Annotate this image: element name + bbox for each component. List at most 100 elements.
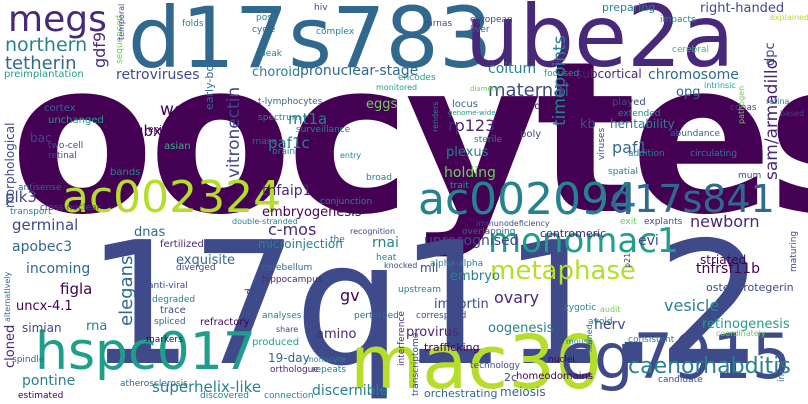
word-mll: mll xyxy=(420,261,439,275)
word-megs: megs xyxy=(8,0,107,40)
word-tnfrsf11b: tnfrsf11b xyxy=(696,261,760,277)
word-post: post xyxy=(256,13,276,23)
word-genome-wide: genome-wide xyxy=(448,109,496,117)
word-extended: extended xyxy=(618,109,661,119)
word-produced: produced xyxy=(252,337,300,348)
word-exquisite: exquisite xyxy=(176,253,236,268)
word-correspond: correspond xyxy=(416,311,467,321)
word-named: named xyxy=(585,324,594,352)
word-plexus: plexus xyxy=(446,145,489,160)
word-epidermis: epidermis xyxy=(148,125,193,135)
word-incoming: incoming xyxy=(26,261,91,277)
word-heritability: heritability xyxy=(610,117,675,131)
word-ovary: ovary xyxy=(494,288,540,307)
word-mt1a: mt1a xyxy=(288,110,328,128)
word-explained: explained xyxy=(770,13,808,22)
word-bac: bac xyxy=(30,131,52,145)
word-striated: striated xyxy=(700,253,747,267)
word-holding: holding xyxy=(444,165,496,181)
word-17q11-2: 17q11.2 xyxy=(86,206,765,404)
word-coordinately: coordinately xyxy=(716,329,766,338)
word-mum: mum xyxy=(738,171,762,181)
word-impacts: impacts xyxy=(660,15,696,25)
word-paf1: paf1 xyxy=(612,138,648,157)
word-connection: connection xyxy=(264,391,314,401)
word-estimated: estimated xyxy=(18,391,64,401)
word-the: the xyxy=(330,235,345,245)
word-degraded: degraded xyxy=(152,295,196,305)
word-caenorhabditis: caenorhabditis xyxy=(628,354,791,379)
word-european: european xyxy=(470,15,513,25)
word-consistent: consistent xyxy=(628,335,675,345)
word-encodes: encodes xyxy=(398,73,436,83)
word-atherosclerosis: atherosclerosis xyxy=(120,379,188,389)
word-monomac1: monomac1 xyxy=(488,221,679,261)
word-asian: asian xyxy=(164,141,191,152)
word-dnas: dnas xyxy=(134,225,166,240)
word-surveillance: surveillance xyxy=(296,125,351,135)
word-retinal: retinal xyxy=(48,151,77,161)
word-unrecognised: unrecognised xyxy=(424,233,519,249)
word-right-handed: right-handed xyxy=(700,1,785,16)
word-nuclei: nuclei xyxy=(548,355,575,365)
word-mac30: mac30 xyxy=(350,320,603,404)
word-vitronectin: vitronectin xyxy=(224,86,244,178)
word-sarm: sarm xyxy=(686,235,722,251)
word-2c: 2c xyxy=(504,371,518,384)
word-d17s841: d17s841 xyxy=(610,177,775,221)
word-monitored: monitored xyxy=(376,83,418,92)
word-newborn: newborn xyxy=(690,212,760,231)
word-provirus: provirus xyxy=(406,325,459,340)
word-perturbed: perturbed xyxy=(354,311,399,321)
word-microinjection: microinjection xyxy=(258,237,343,251)
word-uncx-4-1: uncx-4.1 xyxy=(16,299,73,314)
word-oogenesis: oogenesis xyxy=(488,321,554,336)
word-trafficking: trafficking xyxy=(424,341,480,354)
word-innate: innate xyxy=(777,353,787,383)
word-alternatively: alternatively xyxy=(3,271,12,322)
word-intrinsic: intrinsic xyxy=(704,81,736,90)
word-renders: renders xyxy=(431,101,440,132)
word-viruses: viruses xyxy=(597,127,607,160)
word-hippocampus: hippocampus xyxy=(262,275,323,285)
word-ac002324: ac002324 xyxy=(62,172,282,223)
word-complex: complex xyxy=(316,27,355,37)
word-audit: audit xyxy=(600,305,621,314)
word-transcriptome: transcriptome xyxy=(411,332,421,396)
word-paf1c: paf1c xyxy=(268,134,310,152)
word-gbx2: gbx2 xyxy=(134,122,172,140)
word-poly: poly xyxy=(520,129,542,140)
word-monocyte: monocyte xyxy=(306,355,346,364)
word-vesicle: vesicle xyxy=(664,296,720,315)
word-preimplantation: preimplantation xyxy=(4,69,84,80)
word-cg7915: cg7915 xyxy=(560,320,792,393)
word-superhelix-like: superhelix-like xyxy=(152,378,262,396)
word-mrnas: mrnas xyxy=(424,19,453,29)
word-centromeric: centromeric xyxy=(540,227,607,240)
word-metaphase: metaphase xyxy=(490,256,636,286)
word-folds: folds xyxy=(182,19,204,29)
word-northern: northern xyxy=(5,34,88,56)
word-brain: brain xyxy=(272,147,296,157)
word-retinogenesis: retinogenesis xyxy=(702,317,790,332)
word-acid: acid xyxy=(520,101,541,112)
word-pontine: pontine xyxy=(22,373,76,389)
word-19-day: 19-day xyxy=(268,351,310,365)
word-broad: broad xyxy=(366,173,392,183)
word-tetherin: tetherin xyxy=(5,53,77,74)
word-heat: heat xyxy=(376,253,397,263)
word-gv: gv xyxy=(340,286,360,305)
word-embryo: embryo xyxy=(450,269,500,284)
word-entry: entry xyxy=(340,151,362,160)
word-tnfaip1: tnfaip1 xyxy=(262,183,312,199)
word-interference: interference xyxy=(397,311,407,366)
word-amino: amino xyxy=(316,327,357,342)
word-chromosome: chromosome xyxy=(648,67,739,83)
word-temporal: temporal xyxy=(117,3,126,40)
word-share: share xyxy=(276,325,299,334)
word-germinal: germinal xyxy=(12,216,79,234)
word-evi: evi xyxy=(638,233,659,249)
word-alpha-alpha: alpha-alpha xyxy=(430,259,484,269)
word-morphological: morphological xyxy=(3,122,17,208)
word-rnai: rnai xyxy=(372,235,399,251)
